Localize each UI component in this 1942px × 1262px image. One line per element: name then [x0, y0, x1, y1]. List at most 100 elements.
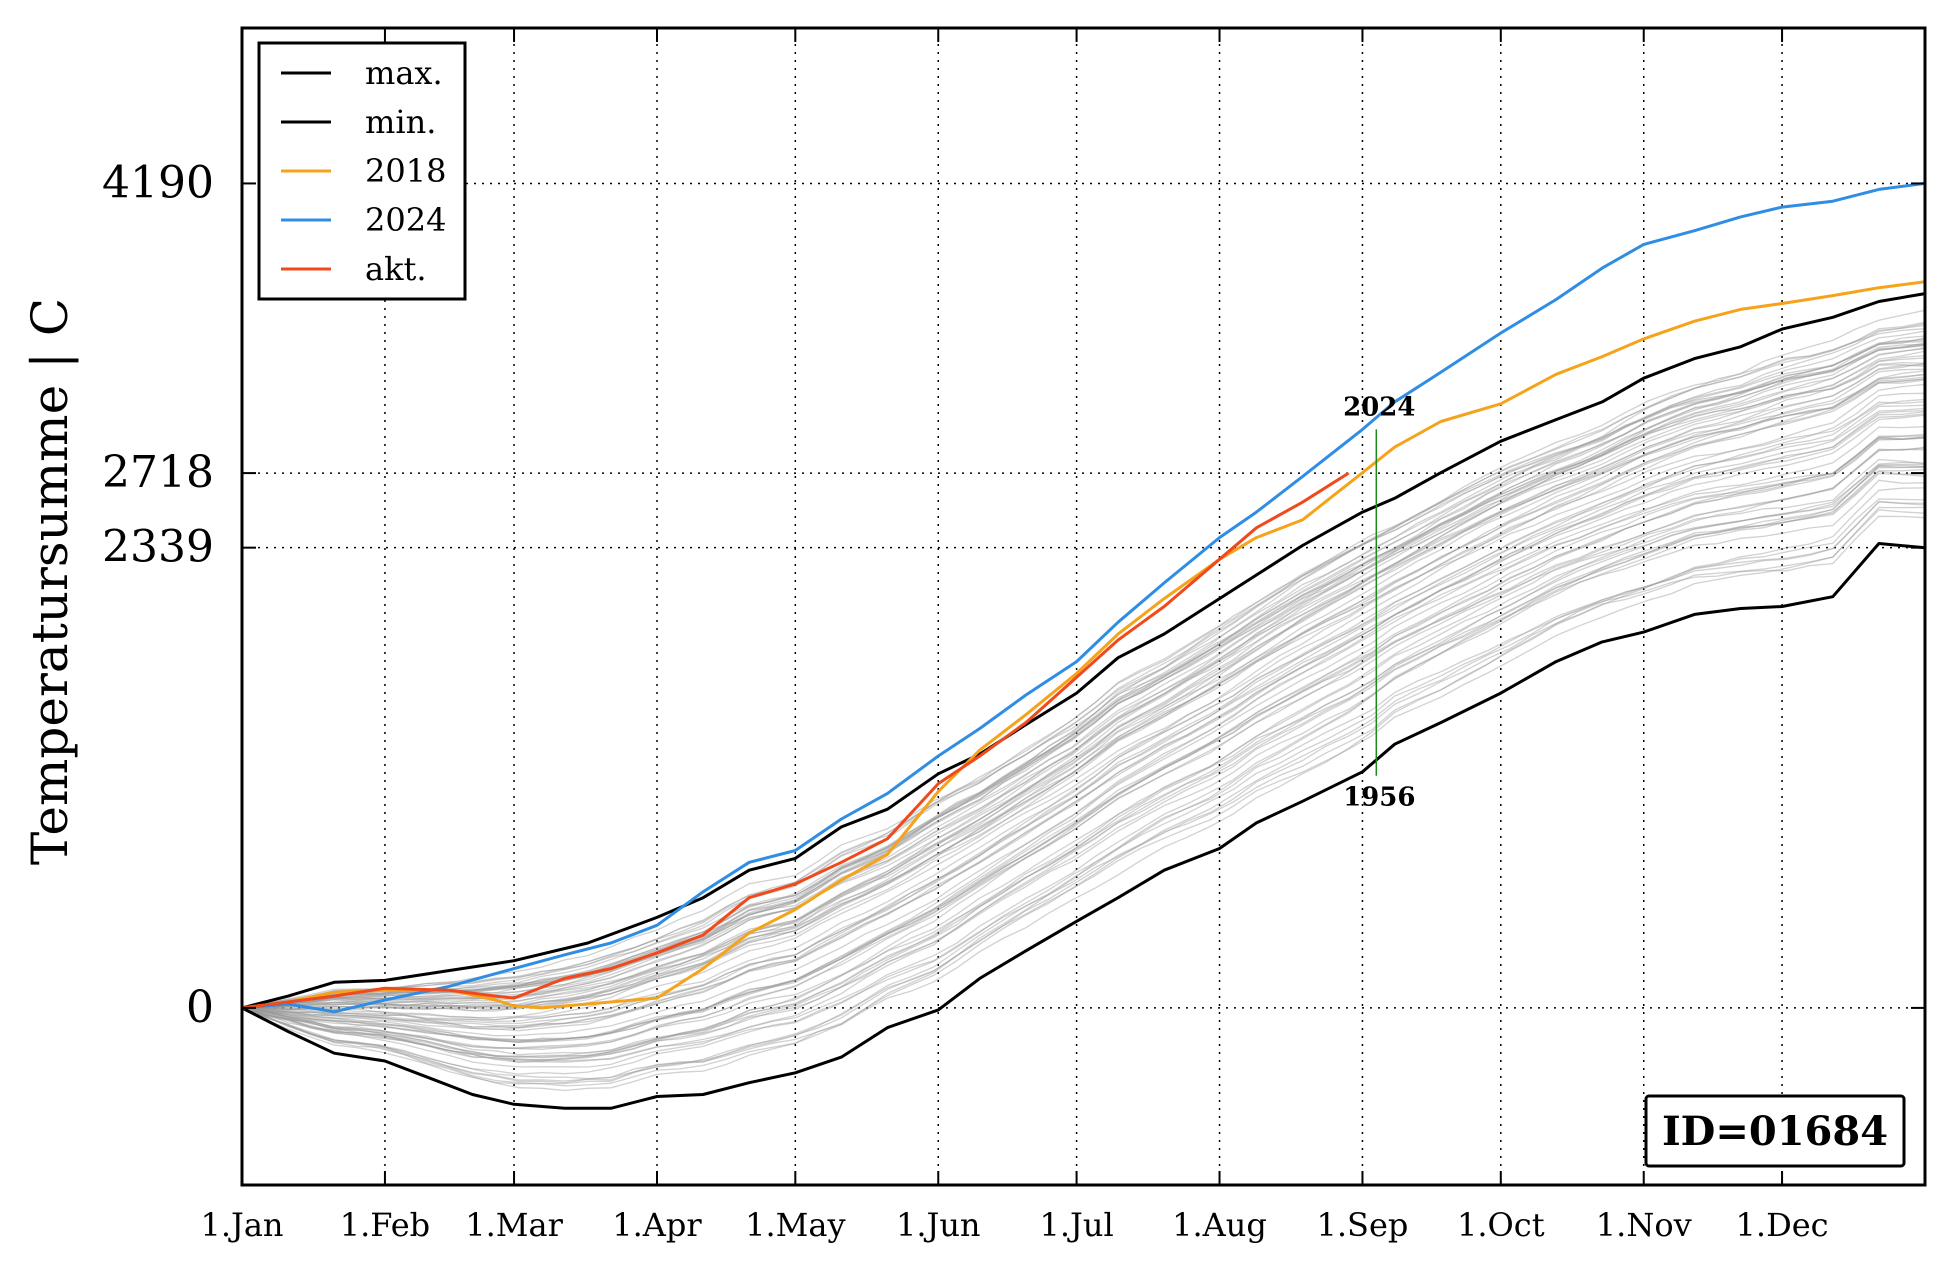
x-tick-label: 1.Aug: [1172, 1206, 1267, 1244]
historical-year-line: [241, 328, 1926, 1009]
legend-entry-label: max.: [365, 54, 443, 92]
annotation-year-label: 2024: [1343, 392, 1415, 422]
historical-year-line: [241, 373, 1926, 1009]
historical-year-line: [241, 515, 1926, 1092]
legend-entry-label: akt.: [365, 250, 427, 288]
historical-year-line: [241, 323, 1926, 1008]
station-id-label: ID=01684: [1662, 1108, 1888, 1155]
historical-year-line: [241, 343, 1926, 1009]
station-id-box: ID=01684: [1644, 1094, 1906, 1168]
x-tick-label: 1.Apr: [612, 1206, 702, 1244]
historical-year-line: [241, 426, 1926, 1037]
series-lines: [241, 181, 1926, 1110]
historical-year-line: [241, 500, 1926, 1084]
series-line-2018: [241, 280, 1926, 1010]
historical-year-line: [241, 350, 1926, 1009]
historical-year-line: [241, 461, 1926, 1058]
legend-entry-label: 2018: [365, 152, 446, 190]
x-tick-label: 1.Jul: [1039, 1206, 1113, 1244]
historical-year-line: [241, 407, 1926, 1027]
x-tick-label: 1.May: [745, 1206, 845, 1244]
historical-year-line: [241, 376, 1926, 1010]
historical-year-line: [241, 368, 1926, 1011]
historical-year-line: [241, 339, 1926, 1010]
historical-year-line: [241, 470, 1926, 1063]
range-marker: 2024 1956: [1343, 392, 1415, 812]
series-line-max: [241, 292, 1926, 1010]
historical-year-line: [241, 498, 1926, 1080]
historical-year-line: [241, 357, 1926, 1010]
historical-year-line: [241, 436, 1926, 1043]
y-tick-label: 0: [186, 982, 214, 1033]
series-line-akt: [241, 471, 1350, 1010]
y-tick-label: 4190: [102, 157, 214, 208]
historical-year-line: [241, 324, 1926, 1009]
series-line-2024: [241, 181, 1926, 1014]
historical-year-line: [241, 347, 1926, 1009]
historical-year-line: [241, 472, 1926, 1063]
historical-year-line: [241, 437, 1926, 1043]
legend-entry-label: min.: [365, 103, 436, 141]
historical-year-line: [241, 487, 1926, 1075]
legend-entry-label: 2024: [365, 201, 446, 239]
historical-year-line: [241, 338, 1926, 1010]
series-line-min: [241, 542, 1926, 1110]
historical-year-line: [241, 468, 1926, 1062]
historical-year-line: [241, 506, 1926, 1085]
historical-year-line: [241, 465, 1926, 1059]
historical-year-line: [241, 321, 1926, 1008]
annotation-year-label: 1956: [1343, 783, 1415, 813]
x-axis-ticks: 1.Jan 1.Feb 1.Mar 1.Apr 1.May 1.Jun 1.Jul 1.Aug…: [200, 28, 1829, 1244]
historical-year-line: [241, 342, 1926, 1009]
historical-year-line: [241, 410, 1926, 1029]
grid: [241, 28, 1925, 1185]
historical-year-line: [241, 464, 1926, 1061]
y-tick-label: 2339: [102, 522, 214, 573]
historical-year-line: [241, 348, 1926, 1008]
historical-year-line: [241, 435, 1926, 1041]
historical-year-line: [241, 343, 1926, 1009]
historical-year-line: [241, 435, 1926, 1044]
historical-year-line: [241, 392, 1926, 1021]
historical-year-line: [241, 463, 1926, 1058]
historical-year-line: [241, 374, 1926, 1009]
historical-year-line: [241, 370, 1926, 1011]
historical-year-line: [241, 362, 1926, 1009]
y-axis-ticks: 0 2339 2718 4190: [102, 157, 1925, 1033]
historical-year-line: [241, 501, 1926, 1082]
y-axis-label: Temperatursumme | C: [21, 298, 79, 865]
x-tick-label: 1.Sep: [1317, 1206, 1409, 1244]
plot-frame: [240, 26, 1927, 1187]
historical-year-line: [241, 404, 1926, 1025]
historical-year-line: [241, 479, 1926, 1068]
historical-year-line: [241, 341, 1926, 1010]
historical-year-line: [241, 335, 1926, 1009]
y-tick-label: 2718: [102, 447, 214, 498]
historical-year-line: [241, 447, 1926, 1050]
historical-year-line: [241, 466, 1926, 1061]
legend: max. min. 2018 2024 akt.: [257, 41, 467, 301]
station-id-frame: [1644, 1094, 1906, 1168]
historical-year-line: [241, 433, 1926, 1043]
historical-year-line: [241, 363, 1926, 1010]
x-tick-label: 1.Dec: [1736, 1206, 1829, 1244]
historical-year-line: [241, 383, 1926, 1019]
x-tick-label: 1.Oct: [1457, 1206, 1545, 1244]
historical-year-line: [241, 398, 1926, 1023]
historical-year-line: [241, 414, 1926, 1032]
historical-year-line: [241, 309, 1926, 1009]
historical-year-line: [241, 458, 1926, 1056]
historical-year-line: [241, 378, 1926, 1012]
historical-year-line: [241, 509, 1926, 1087]
historical-year-line: [241, 436, 1926, 1042]
historical-year-line: [241, 345, 1926, 1009]
historical-year-line: [241, 446, 1926, 1049]
x-tick-label: 1.Jan: [200, 1206, 283, 1244]
x-tick-label: 1.Feb: [340, 1206, 430, 1244]
historical-year-line: [241, 336, 1926, 1009]
historical-year-line: [241, 409, 1926, 1029]
x-tick-label: 1.Nov: [1596, 1206, 1692, 1244]
x-tick-label: 1.Mar: [465, 1206, 563, 1244]
historical-year-line: [241, 330, 1926, 1008]
